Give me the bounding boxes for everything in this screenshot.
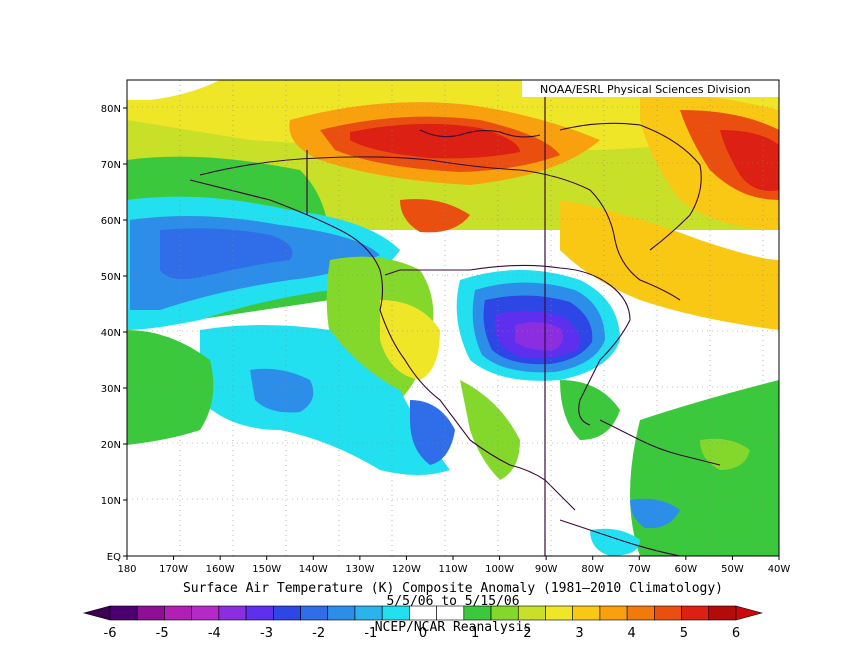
lon-tick-label: 180: [117, 564, 136, 575]
lon-tick-label: 170W: [159, 564, 188, 575]
anomaly-field: [127, 80, 779, 556]
lon-tick-label: 150W: [252, 564, 281, 575]
colorbar-label: -1: [364, 626, 377, 641]
colorbar-swatch: [572, 605, 601, 621]
lon-tick-label: 130W: [345, 564, 374, 575]
colorbar-swatch: [245, 605, 274, 621]
colorbar-label: 2: [523, 626, 531, 641]
lon-tick-label: 70W: [628, 564, 651, 575]
colorbar-label: -3: [260, 626, 273, 641]
colorbar-swatch: [381, 605, 410, 621]
credit-box: [522, 80, 779, 97]
colorbar-swatch: [599, 605, 628, 621]
colorbar-swatch: [164, 605, 192, 621]
colorbar: [82, 605, 764, 621]
colorbar-swatch: [191, 605, 220, 621]
colorbar-swatch: [273, 605, 301, 621]
colorbar-label: -5: [156, 626, 169, 641]
colorbar-swatch: [300, 605, 329, 621]
lon-tick-label: 50W: [721, 564, 744, 575]
colorbar-swatch: [136, 605, 165, 621]
lat-tick-label: EQ: [107, 552, 121, 563]
lon-tick-label: 40W: [768, 564, 791, 575]
lat-tick-label: 30N: [101, 384, 121, 395]
lon-tick-label: 100W: [485, 564, 514, 575]
lon-tick-label: 90W: [535, 564, 558, 575]
colorbar-label: 1: [471, 626, 479, 641]
colorbar-swatch: [354, 605, 383, 621]
colorbar-swatch: [490, 605, 519, 621]
colorbar-swatch: [545, 605, 573, 621]
colorbar-swatch: [654, 605, 682, 621]
lat-tick-label: 10N: [101, 496, 121, 507]
colorbar-label: 6: [732, 626, 740, 641]
colorbar-swatch: [327, 605, 356, 621]
colorbar-max-arrow: [735, 605, 764, 621]
lat-tick-label: 70N: [101, 160, 121, 171]
latitude-axis: EQ 10N 20N 30N 40N 50N 60N 70N 80N: [101, 104, 127, 563]
lon-tick-label: 120W: [392, 564, 421, 575]
colorbar-swatch: [218, 605, 247, 621]
longitude-axis: 180 170W 160W 150W 140W 130W 120W 110W 100W 90W 80…: [117, 556, 790, 575]
lon-tick-label: 140W: [299, 564, 328, 575]
colorbar-label: 3: [575, 626, 583, 641]
colorbar-label: -4: [208, 626, 221, 641]
lon-tick-label: 110W: [439, 564, 468, 575]
data-source: NCEP/NCAR Reanalysis: [375, 620, 532, 635]
colorbar-label: 5: [680, 626, 688, 641]
credit-text: NOAA/ESRL Physical Sciences Division: [540, 83, 751, 96]
lon-tick-label: 60W: [675, 564, 698, 575]
colorbar-swatch: [626, 605, 655, 621]
lat-tick-label: 50N: [101, 272, 121, 283]
colorbar-label: 0: [419, 626, 427, 641]
colorbar-swatch: [409, 605, 437, 621]
colorbar-label: -2: [312, 626, 325, 641]
colorbar-swatch: [708, 605, 737, 621]
colorbar-swatch: [681, 605, 710, 621]
lat-tick-label: 40N: [101, 328, 121, 339]
colorbar-swatch: [517, 605, 546, 621]
colorbar-swatch: [109, 605, 138, 621]
lat-tick-label: 80N: [101, 104, 121, 115]
colorbar-swatch: [463, 605, 492, 621]
colorbar-swatch: [436, 605, 465, 621]
colorbar-labels: -6 -5 -4 -3 -2 -1 0 1 2 3 4 5 6: [104, 626, 741, 641]
lat-tick-label: 60N: [101, 216, 121, 227]
colorbar-label: -6: [104, 626, 117, 641]
chart-title: Surface Air Temperature (K) Composite An…: [183, 581, 723, 596]
colorbar-min-arrow: [82, 605, 111, 621]
lat-tick-label: 20N: [101, 440, 121, 451]
lon-tick-label: 80W: [581, 564, 604, 575]
colorbar-label: 4: [628, 626, 636, 641]
date-range: 5/5/06 to 5/15/06: [386, 594, 519, 609]
lon-tick-label: 160W: [206, 564, 235, 575]
